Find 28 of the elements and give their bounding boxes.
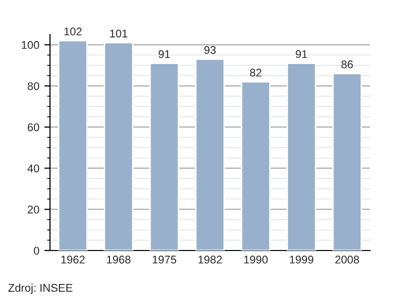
bar — [195, 58, 225, 250]
bar — [332, 72, 362, 250]
bar — [149, 62, 180, 250]
x-tick-label: 2008 — [335, 256, 360, 264]
x-tick-label: 1999 — [290, 256, 314, 264]
data-label: 86 — [341, 60, 353, 68]
x-tick-label: 1975 — [152, 256, 176, 264]
x-tick-label: 1968 — [107, 256, 130, 264]
y-tick-label: 80 — [28, 82, 40, 90]
x-tick-label: 1990 — [244, 256, 268, 264]
x-tick-label: 1962 — [61, 256, 85, 264]
bar — [240, 81, 271, 250]
data-label: 102 — [64, 28, 82, 36]
x-tick-label: 1982 — [198, 256, 222, 264]
data-label: 91 — [158, 50, 170, 58]
data-label: 101 — [110, 30, 128, 38]
y-tick-label: 60 — [28, 123, 40, 132]
text: Zdroj: INSEE — [8, 284, 72, 294]
y-tick-label: 0 — [34, 246, 40, 255]
bar — [58, 40, 88, 250]
y-tick-label: 40 — [27, 164, 40, 172]
data-label: 91 — [296, 50, 308, 58]
bar — [104, 42, 134, 250]
data-label: 93 — [204, 46, 216, 54]
bar — [286, 62, 316, 250]
y-tick-label: 20 — [28, 206, 40, 214]
y-tick-label: 100 — [22, 41, 40, 49]
data-label: 82 — [250, 68, 262, 77]
